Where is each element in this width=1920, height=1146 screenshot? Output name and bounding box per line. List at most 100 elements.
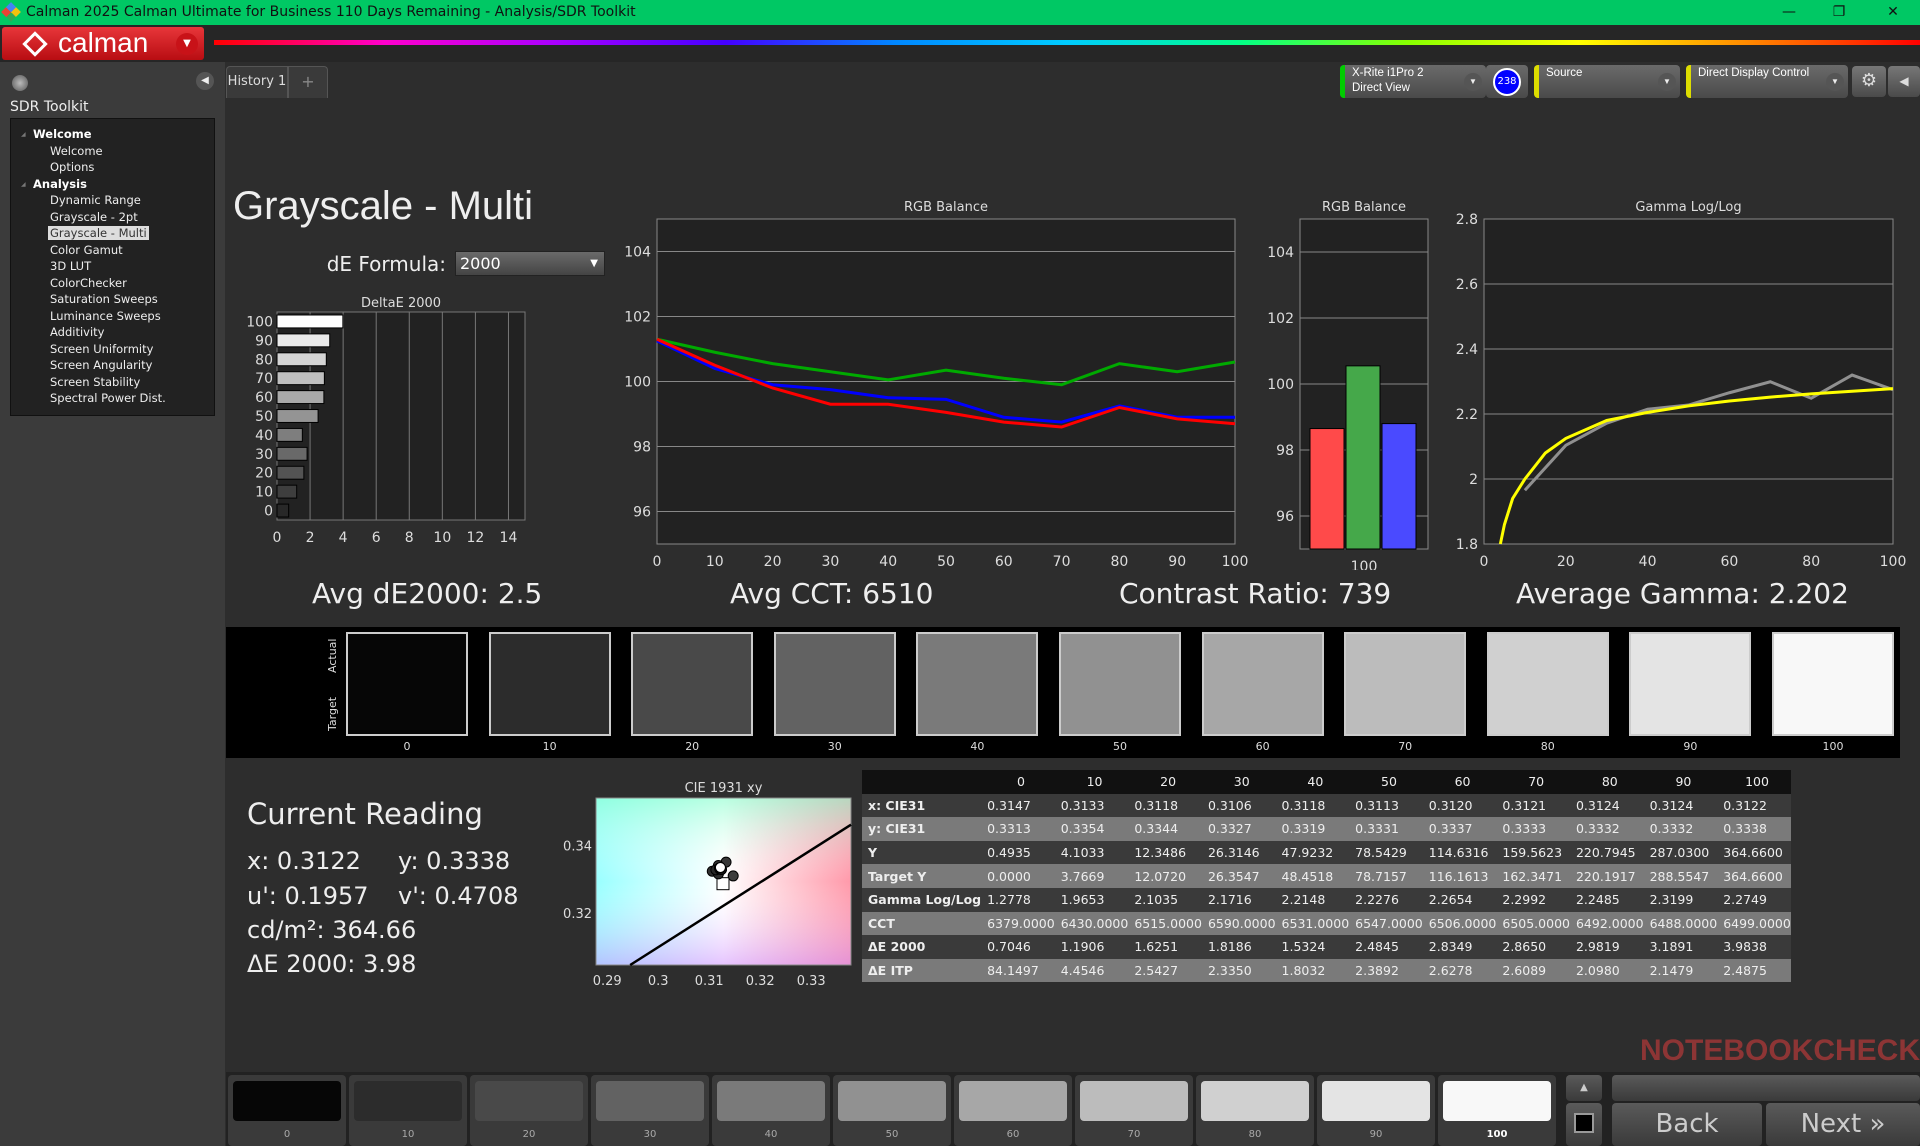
collapse-sidebar-icon[interactable]: ◀ <box>196 72 214 90</box>
stop-icon <box>1574 1113 1594 1133</box>
grayscale-swatch <box>1486 632 1609 736</box>
tree-group-welcome[interactable]: Welcome <box>11 127 214 144</box>
tree-group-analysis[interactable]: Analysis <box>11 177 214 194</box>
chevron-down-icon[interactable]: ▼ <box>176 33 198 55</box>
planckian-locus <box>629 823 852 967</box>
display-selector[interactable]: Direct Display Control ▼ <box>1686 65 1848 98</box>
sidebar-item[interactable]: Dynamic Range <box>11 193 214 210</box>
sidebar-item[interactable]: Color Gamut <box>11 243 214 260</box>
patch-label: 70 <box>1127 1129 1141 1140</box>
sidebar-item[interactable]: Grayscale - 2pt <box>11 210 214 227</box>
y-tick-label: 2.6 <box>1456 277 1478 293</box>
patch-button[interactable]: 50 <box>833 1075 951 1146</box>
patch-button[interactable]: 70 <box>1075 1075 1193 1146</box>
series-line-2 <box>656 337 1236 429</box>
x-tick-label: 40 <box>879 554 897 570</box>
scroll-up-icon[interactable]: ▲ <box>1566 1075 1602 1101</box>
x-tick-label: 0.29 <box>593 974 622 989</box>
table-cell: 0.3331 <box>1349 817 1423 841</box>
sidebar-item[interactable]: Luminance Sweeps <box>11 309 214 326</box>
sidebar-item[interactable]: Saturation Sweeps <box>11 292 214 309</box>
toolbar-icons[interactable] <box>1612 1075 1920 1101</box>
chevron-down-icon[interactable]: ▼ <box>1826 73 1844 91</box>
patch-button[interactable]: 20 <box>470 1075 588 1146</box>
measurement-point <box>714 861 726 873</box>
close-button[interactable]: ✕ <box>1887 4 1899 20</box>
x-tick-label: 8 <box>405 530 414 546</box>
patch-button[interactable]: 60 <box>954 1075 1072 1146</box>
status-dot-icon[interactable] <box>12 75 28 91</box>
patch-label: 80 <box>1248 1129 1262 1140</box>
table-row: CCT 6379.0000 6430.0000 6515.0000 6590.0000 6… <box>862 911 1791 936</box>
table-cell: 2.1479 <box>1643 958 1718 983</box>
patch-button[interactable]: 80 <box>1196 1075 1314 1146</box>
sidebar-item[interactable]: Grayscale - Multi <box>11 226 214 243</box>
sidebar-item[interactable]: Welcome <box>11 144 214 161</box>
patch-button[interactable]: 30 <box>591 1075 709 1146</box>
patch-button[interactable]: 100 <box>1438 1075 1556 1146</box>
table-cell: 2.2485 <box>1569 887 1644 912</box>
swatch-level-label: 80 <box>1540 740 1555 753</box>
add-tab-button[interactable]: + <box>288 66 328 98</box>
maximize-button[interactable]: ❐ <box>1832 4 1846 20</box>
chevron-down-icon[interactable]: ▼ <box>1464 73 1482 91</box>
collapse-right-icon[interactable]: ◀ <box>1888 66 1920 97</box>
gear-icon[interactable]: ⚙ <box>1852 66 1886 97</box>
chart-title: CIE 1931 xy <box>685 781 763 796</box>
patch-color <box>354 1081 462 1121</box>
table-cell: 6488.0000 <box>1643 911 1718 936</box>
deltae-bar <box>276 446 308 461</box>
avg-cct-summary: Avg CCT: 6510 <box>730 577 934 610</box>
table-cell: 0.3344 <box>1128 817 1202 841</box>
x-tick-label: 14 <box>500 530 518 546</box>
patch-button[interactable]: 40 <box>712 1075 830 1146</box>
calman-menu-button[interactable]: calman <box>2 27 204 60</box>
rgb-bar <box>1309 428 1345 550</box>
patch-label: 40 <box>764 1129 778 1140</box>
meter-selector[interactable]: X-Rite i1Pro 2 Direct View ▼ <box>1340 65 1486 98</box>
de-formula-select[interactable]: 2000 ▼ <box>455 251 605 276</box>
patch-label: 0 <box>283 1129 291 1140</box>
tab-history-1[interactable]: History 1 <box>226 66 288 98</box>
sidebar-item[interactable]: Additivity <box>11 325 214 342</box>
meter-count-badge[interactable]: 238 <box>1493 68 1521 96</box>
sidebar-item[interactable]: Screen Uniformity <box>11 342 214 359</box>
back-button[interactable]: Back <box>1612 1103 1762 1146</box>
patch-label: 20 <box>522 1129 536 1140</box>
table-cell: 2.2148 <box>1275 887 1350 912</box>
minimize-button[interactable]: — <box>1782 4 1796 20</box>
patch-button[interactable]: 90 <box>1317 1075 1435 1146</box>
table-row: x: CIE31 0.3147 0.3133 0.3118 0.3106 0.3118 0.… <box>862 793 1791 818</box>
table-cell: 2.3892 <box>1349 958 1423 983</box>
sidebar-item[interactable]: ColorChecker <box>11 276 214 293</box>
y-tick-label: 100 <box>246 314 273 330</box>
stop-button[interactable] <box>1566 1103 1602 1146</box>
x-tick-label: 100 <box>1880 554 1907 570</box>
source-selector[interactable]: Source ▼ <box>1534 65 1680 98</box>
reading-luminance: cd/m²: 364.66 <box>247 916 417 944</box>
sidebar-item-label: Screen Angularity <box>50 358 153 372</box>
y-tick-label: 0 <box>264 504 273 520</box>
reading-u: u': 0.1957 <box>247 882 369 910</box>
sidebar-item[interactable]: Screen Angularity <box>11 358 214 375</box>
rgb-balance-bar-chart: RGB Balance 96 98 100 102 104 100 <box>1267 200 1429 570</box>
sidebar-item[interactable]: Options <box>11 160 214 177</box>
x-tick-label: 2 <box>306 530 315 546</box>
sidebar-item[interactable]: Spectral Power Dist. <box>11 391 214 408</box>
table-cell: 6492.0000 <box>1569 911 1644 936</box>
chevron-down-icon[interactable]: ▼ <box>1658 73 1676 91</box>
patch-button[interactable]: 10 <box>349 1075 467 1146</box>
next-button[interactable]: Next » <box>1766 1103 1920 1146</box>
sidebar-item[interactable]: Screen Stability <box>11 375 214 392</box>
target-label: Target <box>326 696 339 731</box>
sidebar-item-label: Grayscale - Multi <box>48 226 149 240</box>
table-cell: 364.6600 <box>1717 840 1791 865</box>
y-tick-label: 2 <box>1469 472 1478 488</box>
column-header: 100 <box>1717 770 1791 794</box>
sidebar-item[interactable]: 3D LUT <box>11 259 214 276</box>
table-cell: 0.3333 <box>1496 817 1570 841</box>
y-tick-label: 102 <box>624 310 651 326</box>
x-tick-label: 100 <box>1351 559 1378 570</box>
y-tick-label: 100 <box>624 375 651 391</box>
patch-button[interactable]: 0 <box>228 1075 346 1146</box>
